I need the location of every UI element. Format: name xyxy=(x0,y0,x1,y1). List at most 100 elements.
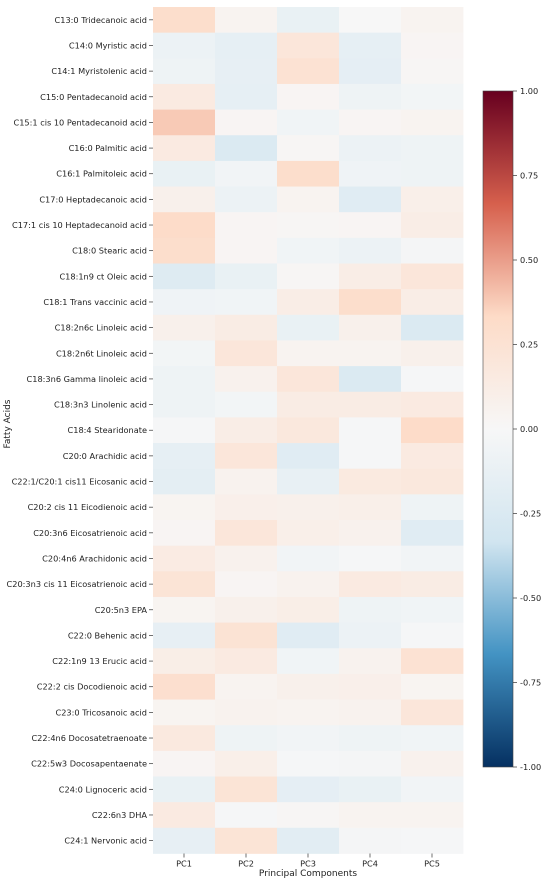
heatmap-cell xyxy=(339,212,402,239)
heatmap-cell xyxy=(401,673,464,700)
heatmap-cell xyxy=(215,263,278,290)
colorbar-tick-label: -1.00 xyxy=(520,762,541,772)
heatmap-cell xyxy=(153,109,216,136)
heatmap-cell xyxy=(153,468,216,495)
heatmap-cell xyxy=(401,366,464,393)
heatmap-cell xyxy=(215,160,278,187)
heatmap-cell xyxy=(215,520,278,547)
heatmap-cell xyxy=(215,58,278,85)
colorbar-tick-label: 0.25 xyxy=(520,340,538,350)
heatmap-cell xyxy=(215,212,278,239)
heatmap-cell xyxy=(401,622,464,649)
heatmap-cell xyxy=(153,83,216,110)
heatmap-cell xyxy=(277,520,340,547)
heatmap-cell xyxy=(153,802,216,829)
heatmap-cell xyxy=(153,443,216,470)
colorbar-tick-label: 0.75 xyxy=(520,171,538,181)
heatmap-cell xyxy=(153,391,216,418)
colorbar-tick-label: 1.00 xyxy=(520,86,538,96)
heatmap-cell xyxy=(153,725,216,752)
row-label: C20:3n3 cis 11 Eicosatrienoic acid xyxy=(7,579,147,589)
row-label: C24:0 Lignoceric acid xyxy=(59,784,147,794)
heatmap-cell xyxy=(401,340,464,367)
heatmap-cell xyxy=(277,109,340,136)
colorbar-tick-label: 0.50 xyxy=(520,255,538,265)
heatmap-cell xyxy=(277,58,340,85)
heatmap-cell xyxy=(215,545,278,572)
row-label: C20:5n3 EPA xyxy=(95,605,148,615)
heatmap-cell xyxy=(215,725,278,752)
heatmap-cell xyxy=(215,750,278,777)
heatmap-cell xyxy=(153,289,216,316)
row-label: C22:0 Behenic acid xyxy=(68,630,147,640)
heatmap-cell xyxy=(339,263,402,290)
heatmap-cell xyxy=(401,160,464,187)
heatmap-cell xyxy=(401,827,464,854)
row-label: C23:0 Tricosanoic acid xyxy=(55,707,147,717)
heatmap-cell xyxy=(401,83,464,110)
heatmap-cell xyxy=(215,135,278,162)
row-label: C18:0 Stearic acid xyxy=(72,246,147,256)
heatmap-cell xyxy=(339,443,402,470)
heatmap-cell xyxy=(277,827,340,854)
heatmap-cell xyxy=(401,648,464,675)
heatmap-cell xyxy=(153,648,216,675)
heatmap-cell xyxy=(277,391,340,418)
heatmap-cell xyxy=(401,314,464,341)
row-label: C16:1 Palmitoleic acid xyxy=(56,169,147,179)
heatmap-cell xyxy=(277,622,340,649)
heatmap-cell xyxy=(215,391,278,418)
heatmap-cell xyxy=(277,725,340,752)
heatmap-cell xyxy=(339,7,402,34)
heatmap-cell xyxy=(277,212,340,239)
heatmap-cell xyxy=(339,622,402,649)
heatmap-cell xyxy=(153,366,216,393)
row-label: C17:0 Heptadecanoic acid xyxy=(39,194,147,204)
x-axis-label: Principal Components xyxy=(259,869,357,879)
heatmap-cell xyxy=(215,417,278,444)
heatmap-cell xyxy=(339,289,402,316)
heatmap-cell xyxy=(339,571,402,598)
heatmap-cell xyxy=(401,520,464,547)
heatmap-cell xyxy=(401,58,464,85)
heatmap-cell xyxy=(339,58,402,85)
heatmap-cell xyxy=(153,212,216,239)
row-label: C22:5w3 Docosapentaenate xyxy=(31,759,147,769)
heatmap-cell xyxy=(339,135,402,162)
heatmap-cell xyxy=(339,417,402,444)
heatmap-cell xyxy=(277,340,340,367)
heatmap-cell xyxy=(153,545,216,572)
heatmap-cell xyxy=(215,699,278,726)
row-label: C18:1n9 ct Oleic acid xyxy=(59,271,147,281)
row-label: C18:4 Stearidonate xyxy=(68,425,147,435)
heatmap-cell xyxy=(153,32,216,59)
heatmap-cell xyxy=(215,237,278,264)
row-label: C16:0 Palmitic acid xyxy=(69,143,147,153)
heatmap-cell xyxy=(277,468,340,495)
heatmap-cell xyxy=(153,673,216,700)
heatmap-cell xyxy=(215,494,278,521)
row-label: C18:3n6 Gamma linoleic acid xyxy=(27,374,147,384)
heatmap-cell xyxy=(277,417,340,444)
heatmap-cell xyxy=(401,725,464,752)
column-label: PC2 xyxy=(238,858,254,868)
row-label: C22:2 cis Docodienoic acid xyxy=(37,682,147,692)
heatmap-cell xyxy=(277,545,340,572)
column-label: PC5 xyxy=(424,858,440,868)
heatmap-cell xyxy=(215,109,278,136)
row-labels: C13:0 Tridecanoic acid C14:0 Myristic aci… xyxy=(7,15,153,846)
colorbar-ticks: 1.00 0.75 0.50 0.25 0.00 -0.25 -0.50 -0.75 -1.00 xyxy=(513,86,541,772)
heatmap-cell xyxy=(277,673,340,700)
heatmap-cell xyxy=(215,468,278,495)
heatmap-cell xyxy=(339,802,402,829)
heatmap-cell xyxy=(401,776,464,803)
row-label: C22:1n9 13 Erucic acid xyxy=(52,656,147,666)
row-label: C18:2n6t Linoleic acid xyxy=(56,348,147,358)
heatmap-cell xyxy=(401,237,464,264)
heatmap-cell xyxy=(153,186,216,213)
heatmap-cell xyxy=(339,673,402,700)
heatmap-cell xyxy=(277,648,340,675)
heatmap-cell xyxy=(153,699,216,726)
heatmap-cell xyxy=(339,494,402,521)
heatmap-cell xyxy=(401,391,464,418)
